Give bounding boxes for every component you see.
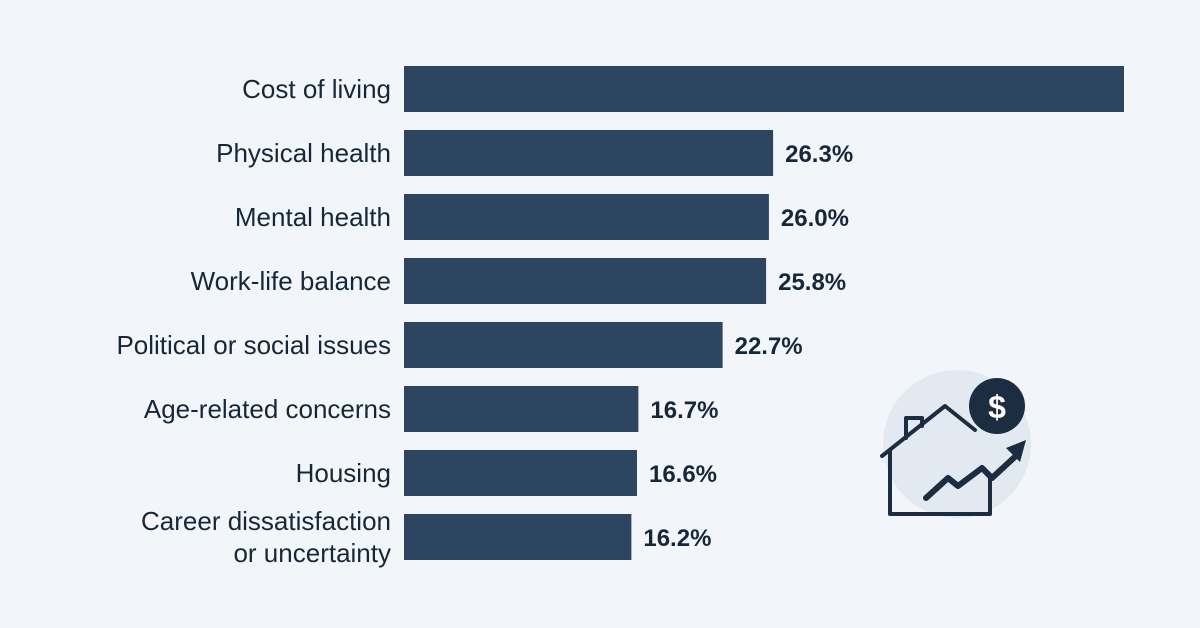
bar-4	[404, 322, 723, 368]
bar-1	[404, 130, 774, 176]
category-label-7-line-1: or uncertainty	[233, 538, 391, 568]
dollar-sign: $	[988, 389, 1006, 425]
bar-0	[404, 66, 1124, 112]
value-label-5: 16.7%	[650, 397, 718, 424]
bar-2	[404, 194, 769, 240]
category-label-0: Cost of living	[242, 74, 391, 104]
value-label-4: 22.7%	[735, 333, 803, 360]
trend-arrow-head-icon	[1006, 440, 1026, 462]
value-label-2: 26.0%	[781, 205, 849, 232]
bar-7	[404, 514, 632, 560]
dollar-coin-icon: $	[969, 378, 1025, 434]
category-label-4: Political or social issues	[116, 330, 391, 360]
value-label-6: 16.6%	[649, 461, 717, 488]
bar-6	[404, 450, 637, 496]
category-label-7-line-0: Career dissatisfaction	[141, 506, 391, 536]
value-label-7: 16.2%	[643, 525, 711, 552]
category-label-6: Housing	[296, 458, 391, 488]
category-label-3: Work-life balance	[191, 266, 391, 296]
house-icon	[880, 404, 992, 516]
category-label-5: Age-related concerns	[144, 394, 391, 424]
house-price-illustration: $	[880, 370, 1031, 518]
trend-arrow-icon	[923, 451, 1021, 501]
bar-5	[404, 386, 639, 432]
value-label-1: 26.3%	[785, 141, 853, 168]
bar-3	[404, 258, 767, 304]
category-label-2: Mental health	[235, 202, 391, 232]
value-label-3: 25.8%	[778, 269, 846, 296]
category-label-1: Physical health	[216, 138, 391, 168]
